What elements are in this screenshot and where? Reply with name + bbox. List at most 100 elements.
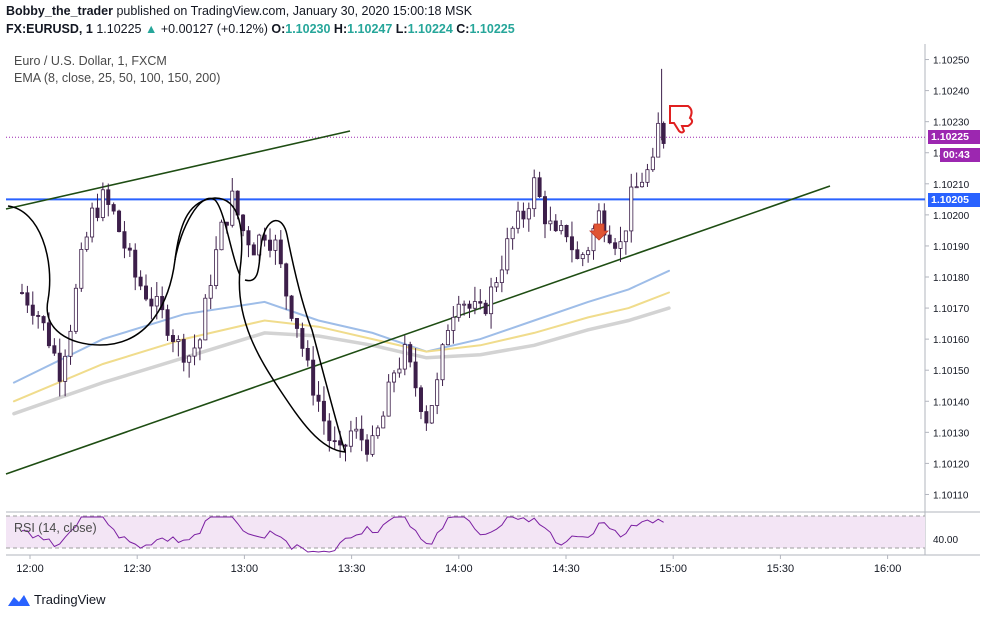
candle-body xyxy=(278,239,283,265)
candle-body xyxy=(208,285,213,299)
candle-body xyxy=(408,344,413,363)
candle-body xyxy=(25,292,30,306)
brand-name: TradingView xyxy=(34,592,106,607)
candle-body xyxy=(397,368,402,374)
last-price: 1.10225 xyxy=(96,22,142,36)
candle-body xyxy=(386,381,391,417)
rsi-line xyxy=(21,516,664,553)
plot-area xyxy=(6,44,925,510)
candle-body xyxy=(402,344,407,370)
candle-body xyxy=(575,249,580,260)
candle-body xyxy=(429,405,434,424)
candle-body xyxy=(618,241,623,249)
candle-body xyxy=(359,428,364,441)
candle-body xyxy=(197,339,202,349)
candle-body xyxy=(537,177,542,197)
candle-body xyxy=(505,238,510,271)
candle-body xyxy=(187,355,192,363)
y-tick-label: 1.10200 xyxy=(933,211,970,222)
candle-body xyxy=(548,220,553,225)
candle-body xyxy=(30,304,35,316)
ema-slow-line xyxy=(12,306,671,416)
candle-body xyxy=(111,204,116,212)
close-value: 1.10225 xyxy=(469,22,515,36)
candle-body xyxy=(154,296,159,307)
candle-body xyxy=(219,221,224,251)
candle-body xyxy=(305,348,310,361)
last-price-tag: 1.10225 xyxy=(928,130,980,144)
rsi-band xyxy=(6,516,925,548)
low-label: L: xyxy=(395,22,408,36)
ohlc-line: FX:EURUSD, 1 1.10225 ▲ +0.00127 (+0.12%)… xyxy=(6,22,515,36)
candle-body xyxy=(127,247,132,251)
symbol-label: FX:EURUSD, 1 xyxy=(6,22,93,36)
candle-body xyxy=(214,249,219,286)
support-level-tag: 1.10205 xyxy=(928,193,980,207)
price-change: +0.00127 (+0.12%) xyxy=(160,22,268,36)
candle-body xyxy=(526,208,531,220)
y-tick-label: 1.10230 xyxy=(933,118,970,129)
candle-body xyxy=(122,231,127,249)
tradingview-logo[interactable]: TradingView xyxy=(8,592,106,607)
y-tick-label: 1.10140 xyxy=(933,397,970,408)
y-tick-label: 1.10170 xyxy=(933,304,970,315)
x-tick-label: 14:30 xyxy=(552,563,580,575)
candle-body xyxy=(478,301,483,304)
y-tick-label: 1.10240 xyxy=(933,87,970,98)
candle-body xyxy=(241,214,246,232)
y-tick-label: 1.10160 xyxy=(933,335,970,346)
candle-body xyxy=(311,359,316,396)
candle-body xyxy=(149,298,154,307)
candle-body xyxy=(343,444,348,447)
candle-body xyxy=(499,269,504,283)
x-tick-label: 12:30 xyxy=(123,563,151,575)
candle-body xyxy=(559,225,564,232)
open-value: 1.10230 xyxy=(285,22,331,36)
candle-body xyxy=(246,230,251,246)
candle-body xyxy=(36,315,41,317)
candle-body xyxy=(192,347,197,357)
candle-body xyxy=(532,177,537,210)
candle-body xyxy=(100,189,105,218)
sell-arrow-icon xyxy=(589,223,609,241)
candle-body xyxy=(316,394,321,402)
candle-body xyxy=(542,196,547,225)
candle-body xyxy=(661,122,666,144)
tradingview-icon xyxy=(8,594,30,606)
candle-body xyxy=(251,244,256,256)
candle-body xyxy=(52,345,57,354)
candle-body xyxy=(41,316,46,324)
lower-trendline xyxy=(5,185,831,475)
candle-body xyxy=(144,285,149,300)
close-label: C: xyxy=(456,22,470,36)
author-name[interactable]: Bobby_the_trader xyxy=(6,4,113,18)
candle-body xyxy=(586,250,591,256)
candle-body xyxy=(634,186,639,189)
ema-mid-line xyxy=(12,291,670,403)
ema-fast-line xyxy=(12,269,670,384)
candle-body xyxy=(284,263,289,297)
candle-body xyxy=(327,420,332,442)
ema-legend: EMA (8, close, 25, 50, 100, 150, 200) xyxy=(14,71,221,85)
candle-body xyxy=(613,242,618,249)
candle-body xyxy=(494,282,499,288)
candle-body xyxy=(354,428,359,432)
candle-body xyxy=(489,286,494,315)
candle-body xyxy=(418,387,423,412)
candle-body xyxy=(656,122,661,158)
candle-body xyxy=(203,297,208,341)
candle-body xyxy=(268,239,273,251)
candle-body xyxy=(289,295,294,319)
x-tick-label: 15:00 xyxy=(659,563,687,575)
candle-body xyxy=(521,210,526,220)
candle-body xyxy=(607,234,612,244)
open-label: O: xyxy=(271,22,286,36)
candle-body xyxy=(332,440,337,443)
candle-body xyxy=(79,248,84,289)
publish-line: Bobby_the_trader published on TradingVie… xyxy=(6,4,472,18)
candle-body xyxy=(650,156,655,171)
y-tick-label: 1.10120 xyxy=(933,459,970,470)
candle-body xyxy=(435,379,440,406)
up-arrow-icon: ▲ xyxy=(144,22,158,36)
